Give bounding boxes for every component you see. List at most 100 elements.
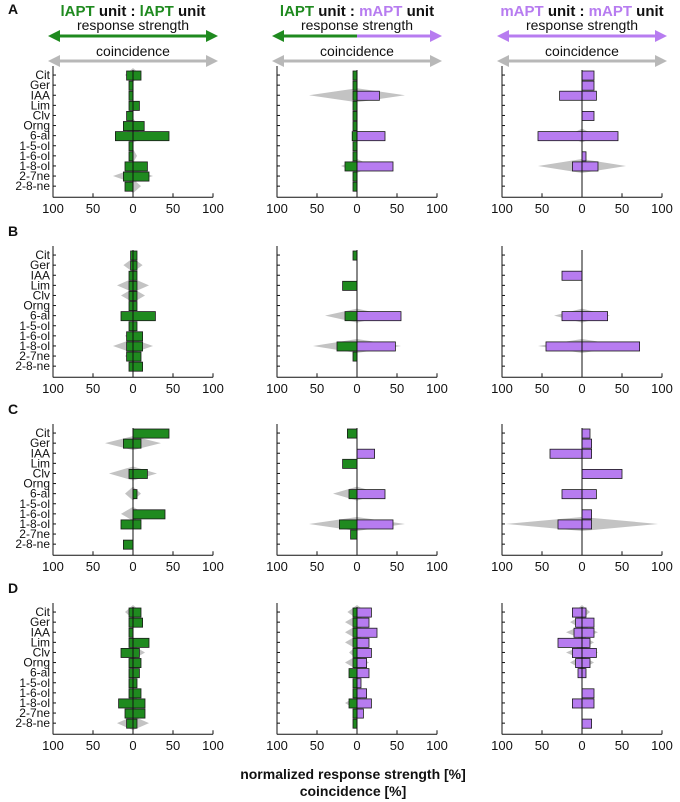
bar-left bbox=[128, 151, 134, 162]
panel-A2: 100 50 0 50 100 bbox=[266, 66, 448, 216]
category-label: Lim bbox=[31, 98, 50, 112]
bar-right bbox=[132, 161, 148, 172]
category-label: 2-8-ne bbox=[15, 537, 50, 551]
x-tick-label: 50 bbox=[390, 201, 404, 216]
bar-left bbox=[573, 627, 583, 638]
bar-left bbox=[128, 668, 134, 679]
bar-left bbox=[557, 637, 583, 648]
category-label: 2-7ne bbox=[19, 349, 50, 363]
bar-left bbox=[352, 151, 358, 162]
bar-right bbox=[581, 468, 623, 479]
bar-left bbox=[126, 70, 134, 81]
bar-right bbox=[356, 627, 378, 638]
bar-left bbox=[120, 519, 134, 530]
bar-left bbox=[342, 280, 358, 291]
bar-left bbox=[123, 121, 134, 132]
arrow-right-head bbox=[655, 30, 667, 42]
title-part: unit bbox=[402, 3, 434, 20]
bar-left bbox=[352, 688, 358, 699]
x-tick-label: 50 bbox=[166, 381, 180, 396]
x-tick-label: 100 bbox=[266, 381, 288, 396]
column-title: lAPT unit : lAPT unit bbox=[61, 3, 206, 20]
category-label: 1-6-ol bbox=[19, 329, 50, 343]
bar-right bbox=[132, 668, 140, 679]
x-tick-label: 50 bbox=[390, 559, 404, 574]
bar-left bbox=[545, 341, 583, 352]
category-label: Ger bbox=[30, 258, 50, 272]
category-label: Ger bbox=[30, 78, 50, 92]
arrow-left-head bbox=[272, 30, 284, 42]
arrow-right-head bbox=[206, 30, 218, 42]
bar-left bbox=[577, 668, 583, 679]
category-label: 2-7ne bbox=[19, 169, 50, 183]
bar-right bbox=[132, 321, 138, 332]
bar-right bbox=[132, 708, 146, 719]
category-label: IAA bbox=[31, 88, 50, 102]
bar-left bbox=[342, 458, 358, 469]
category-label: 1-5-ol bbox=[19, 497, 50, 511]
bar-left bbox=[128, 468, 134, 479]
title-part: lAPT bbox=[140, 3, 174, 20]
x-tick-label: 100 bbox=[491, 381, 513, 396]
bar-left bbox=[575, 617, 583, 628]
bar-left bbox=[537, 131, 583, 142]
bar-left bbox=[126, 718, 134, 729]
category-label: Cit bbox=[35, 426, 50, 440]
category-label: 1-5-ol bbox=[19, 319, 50, 333]
coincidence-arrow-left-head bbox=[272, 55, 284, 67]
bar-left bbox=[352, 708, 358, 719]
bar-right bbox=[581, 151, 587, 162]
coincidence-label: coincidence bbox=[320, 43, 394, 59]
category-label: Cit bbox=[35, 68, 50, 82]
category-label: 6-al bbox=[30, 309, 50, 323]
bar-left bbox=[128, 617, 134, 628]
bar-left bbox=[561, 489, 583, 500]
bar-left bbox=[128, 637, 134, 648]
bar-left bbox=[128, 270, 134, 281]
bar-right bbox=[132, 607, 142, 618]
x-tick-label: 100 bbox=[42, 738, 64, 753]
bar-left bbox=[561, 311, 583, 322]
bar-left bbox=[352, 90, 358, 101]
bar-right bbox=[581, 648, 597, 658]
title-part: mAPT bbox=[359, 3, 402, 20]
x-tick-label: 50 bbox=[166, 201, 180, 216]
bar-right bbox=[581, 519, 593, 530]
bar-left bbox=[352, 121, 358, 132]
bar-left bbox=[128, 280, 134, 291]
bar-right bbox=[132, 270, 138, 281]
x-tick-label: 100 bbox=[42, 559, 64, 574]
bar-left bbox=[124, 161, 134, 172]
bar-left bbox=[123, 171, 134, 182]
bar-left bbox=[352, 141, 358, 152]
category-label: 1-6-ol bbox=[19, 149, 50, 163]
category-label: 6-al bbox=[30, 666, 50, 680]
bar-left bbox=[336, 341, 358, 352]
bar-left bbox=[352, 100, 358, 111]
panel-D2: 100 50 0 50 100 bbox=[266, 603, 448, 753]
category-label: Orng bbox=[23, 119, 50, 133]
bar-left bbox=[348, 668, 358, 679]
coincidence-arrow-right-head bbox=[206, 55, 218, 67]
title-part: mAPT bbox=[500, 3, 543, 20]
bar-left bbox=[348, 489, 358, 500]
x-tick-label: 0 bbox=[353, 559, 360, 574]
bar-left bbox=[338, 519, 358, 530]
x-tick-label: 100 bbox=[202, 559, 224, 574]
category-label: Orng bbox=[23, 477, 50, 491]
bar-right bbox=[356, 678, 362, 689]
x-tick-label: 100 bbox=[426, 201, 448, 216]
bar-left bbox=[128, 658, 134, 669]
arrow-right-head bbox=[430, 30, 442, 42]
category-label: Clv bbox=[33, 645, 50, 659]
bar-left bbox=[128, 361, 134, 372]
bar-left bbox=[352, 111, 358, 121]
bar-right bbox=[132, 509, 166, 520]
category-label: Clv bbox=[33, 108, 50, 122]
coincidence-label: coincidence bbox=[96, 43, 170, 59]
x-tick-label: 100 bbox=[491, 201, 513, 216]
category-label: IAA bbox=[31, 446, 50, 460]
bar-right bbox=[581, 161, 599, 172]
title-part: unit : bbox=[544, 3, 589, 20]
